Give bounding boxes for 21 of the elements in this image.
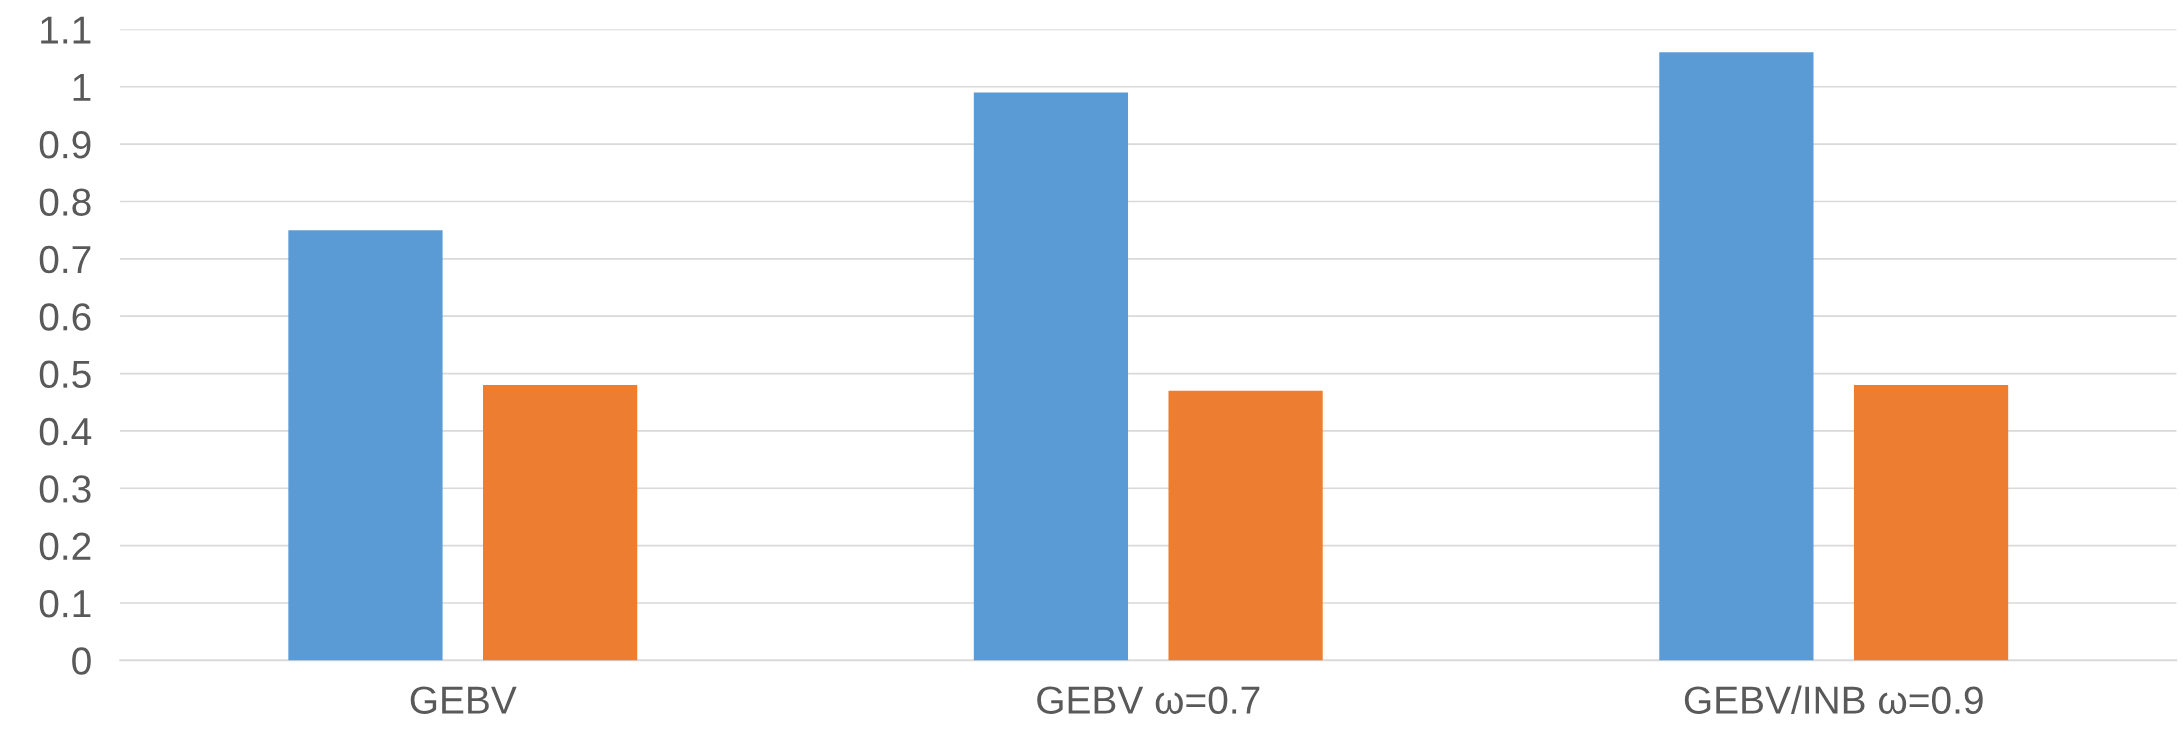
x-tick-label: GEBV ω=0.7 — [1037, 686, 1260, 714]
y-tick-label: 0.5 — [39, 360, 91, 389]
bar — [1659, 52, 1814, 661]
bar — [1168, 390, 1323, 661]
y-tick-label: 0 — [72, 647, 91, 675]
y-tick-label: 0.4 — [39, 417, 92, 446]
bar — [973, 92, 1129, 661]
y-tick-label: 0.1 — [39, 589, 91, 618]
y-tick-label: 0.9 — [39, 131, 91, 159]
y-tick-label: 0.8 — [39, 188, 91, 216]
y-tick-label: 0.3 — [39, 475, 91, 503]
bar — [288, 230, 443, 661]
y-tick-label: 1.1 — [41, 16, 91, 44]
y-tick-label: 0.2 — [39, 532, 91, 561]
y-tick-label: 0.7 — [39, 245, 91, 274]
bar — [1853, 385, 2009, 661]
y-tick-label: 0.6 — [39, 303, 91, 331]
x-tick-label: GEBV/INB ω=0.9 — [1684, 685, 1983, 714]
bar — [483, 385, 638, 661]
y-tick-label: 1 — [73, 74, 91, 101]
x-tick-label: GEBV — [410, 686, 517, 714]
